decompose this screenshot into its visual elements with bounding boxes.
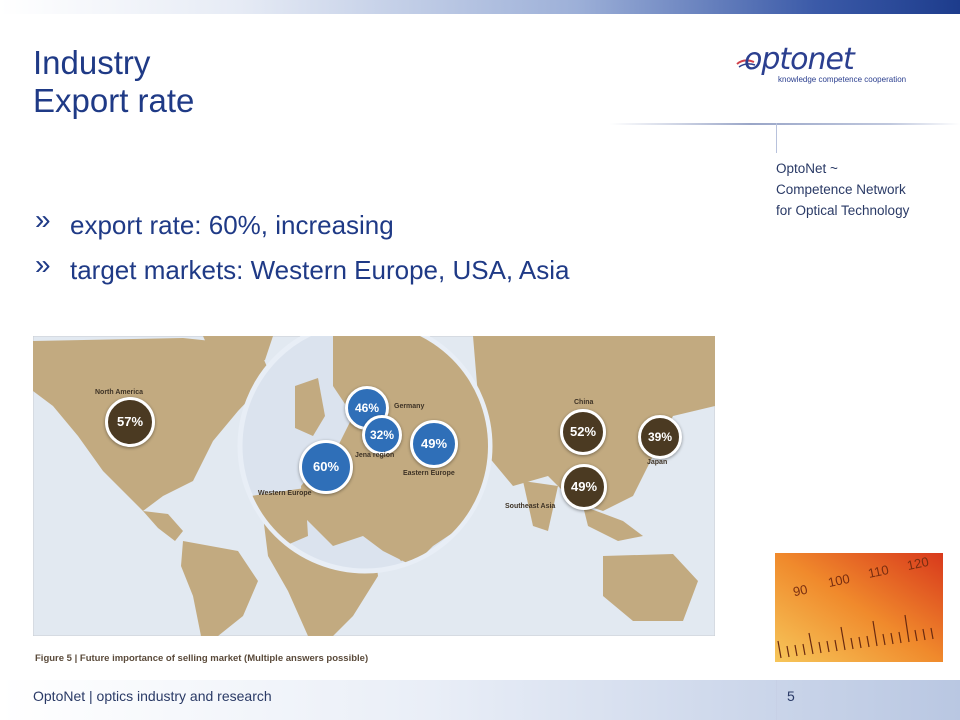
world-map-graphic <box>33 336 715 636</box>
header-divider <box>610 123 960 125</box>
land-greenland <box>203 336 273 368</box>
sidebar-line-1: OptoNet ~ <box>776 161 838 176</box>
bubble-north-america <box>105 397 155 447</box>
logo-wordmark: optonet <box>744 42 855 77</box>
bubble-value: 46% <box>354 401 380 415</box>
ruler-image: 90 100 110 120 <box>775 553 943 662</box>
optonet-logo: optonet knowledge competence cooperation <box>736 42 910 90</box>
sidebar-line-2: Competence Network <box>776 182 906 197</box>
bubble-value: 60% <box>312 459 340 474</box>
bullet-text: target markets: Western Europe, USA, Asi… <box>70 255 570 285</box>
bubble-western-europe <box>299 440 353 494</box>
bubble-value: 32% <box>369 428 395 442</box>
slide-title: Industry Export rate <box>33 44 194 120</box>
bubble-value: 57% <box>116 414 144 429</box>
land-australia <box>603 554 698 621</box>
page-number: 5 <box>787 688 795 704</box>
region-label: Eastern Europe <box>403 470 455 477</box>
region-label: Japan <box>647 459 668 466</box>
sidebar-line-3: for Optical Technology <box>776 203 910 218</box>
sidebar-divider <box>776 123 777 153</box>
bubble-china <box>560 409 606 455</box>
bubble-value: 49% <box>570 479 598 494</box>
region-label: Western Europe <box>258 490 312 497</box>
title-line-1: Industry <box>33 44 151 81</box>
title-line-2: Export rate <box>33 82 195 119</box>
logo-word-part1: opto <box>744 42 809 77</box>
logo-word-part2: net <box>807 42 855 77</box>
world-map: 57% North America 46% Germany 32% Jena r… <box>33 336 715 636</box>
land-italy-zoom <box>373 506 413 561</box>
region-label: China <box>574 399 594 406</box>
footer-text: OptoNet | optics industry and research <box>33 688 272 704</box>
land-south-america <box>181 541 258 636</box>
region-label: Southeast Asia <box>505 503 556 510</box>
region-label: North America <box>95 389 143 396</box>
ruler-graphic <box>775 553 943 662</box>
bubble-southeast-asia <box>561 464 607 510</box>
land-uk-zoom <box>295 378 325 436</box>
map-caption: Figure 5 | Future importance of selling … <box>35 653 369 664</box>
bullet-chevron-icon: » <box>35 249 51 280</box>
footer-bar: OptoNet | optics industry and research 5 <box>0 680 960 720</box>
logo-swoosh-icon <box>736 59 756 68</box>
logo-tagline: knowledge competence cooperation <box>778 75 907 84</box>
land-central-america <box>143 511 183 541</box>
footer-divider <box>776 680 777 720</box>
top-gradient-bar <box>0 0 960 14</box>
land-europe-zoom <box>301 336 488 566</box>
ruler-tick-label: 90 <box>791 581 809 600</box>
bubble-value: 39% <box>647 430 673 444</box>
bubble-japan <box>638 415 682 459</box>
bubble-value: 52% <box>569 424 597 439</box>
region-label: Germany <box>394 403 425 410</box>
sidebar-text: OptoNet ~ Competence Network for Optical… <box>776 158 909 221</box>
bubble-eastern-europe <box>410 420 458 468</box>
bubble-jena-region <box>362 415 402 455</box>
bullet-chevron-icon: » <box>35 204 51 235</box>
land-southeast-asia <box>583 506 643 541</box>
bullet-text: export rate: 60%, increasing <box>70 210 394 240</box>
bubble-value: 49% <box>420 436 448 451</box>
region-label: Jena region <box>355 452 395 459</box>
land-india <box>523 481 558 531</box>
